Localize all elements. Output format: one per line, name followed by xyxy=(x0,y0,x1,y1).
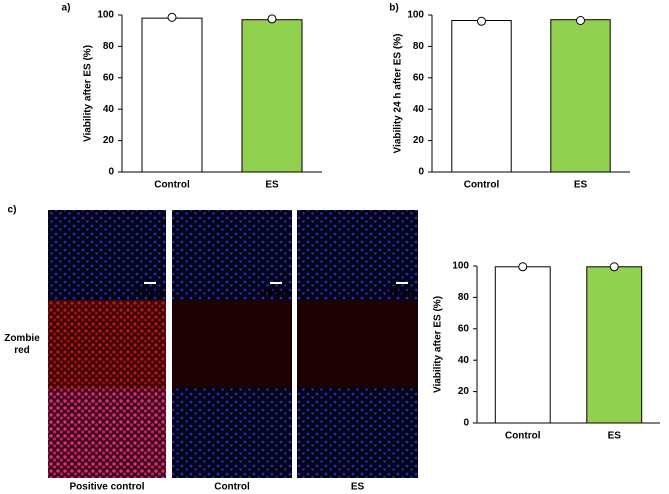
x-tick-label: Control xyxy=(464,180,500,191)
y-tick-label: 60 xyxy=(458,323,470,334)
y-tick-label: 0 xyxy=(418,167,424,178)
column-label: Positive control xyxy=(69,482,144,493)
y-tick-label: 80 xyxy=(413,41,425,52)
micrograph xyxy=(297,210,418,300)
panel-label: b) xyxy=(389,3,398,14)
micrograph xyxy=(48,300,166,388)
data-point xyxy=(609,262,619,272)
data-point xyxy=(477,16,486,26)
scale-bar-label: 10 µm xyxy=(262,288,291,299)
y-tick-label: 100 xyxy=(452,261,469,272)
micrograph xyxy=(172,210,292,300)
y-axis-label: Viability 24 h after ES (%) xyxy=(393,34,404,154)
data-point xyxy=(518,262,528,272)
column-label: ES xyxy=(351,482,365,493)
y-tick-label: 20 xyxy=(458,386,470,397)
row-label-line: Zombie xyxy=(4,333,40,344)
data-point xyxy=(267,14,277,24)
y-tick-label: 100 xyxy=(407,10,424,21)
bar xyxy=(550,19,611,173)
scale-bar-label: 10 µm xyxy=(388,288,417,299)
y-tick-label: 0 xyxy=(463,418,469,429)
x-tick-label: Control xyxy=(505,431,541,442)
x-tick-label: ES xyxy=(608,431,622,442)
panel-label: c) xyxy=(8,205,17,216)
row-label-line: red xyxy=(14,345,30,356)
micrograph xyxy=(172,388,292,478)
y-tick-label: 80 xyxy=(458,292,470,303)
y-tick-label: 40 xyxy=(458,355,470,366)
micrograph xyxy=(48,210,166,300)
y-axis-label: Viability after ES (%) xyxy=(83,45,94,142)
bar xyxy=(586,266,643,424)
y-tick-label: 40 xyxy=(413,104,425,115)
micrograph xyxy=(172,300,292,388)
x-tick-label: ES xyxy=(574,180,588,191)
bar xyxy=(494,266,551,424)
y-tick-label: 60 xyxy=(103,72,115,83)
micrograph xyxy=(297,300,418,388)
micrograph xyxy=(48,388,166,478)
y-tick-label: 40 xyxy=(103,104,115,115)
y-tick-label: 80 xyxy=(103,41,115,52)
row-label: Zombie red xyxy=(4,333,40,356)
y-axis-label: Viability after ES (%) xyxy=(433,296,444,393)
data-point xyxy=(167,12,177,22)
x-tick-label: Control xyxy=(154,180,190,191)
y-tick-label: 60 xyxy=(413,72,425,83)
bar xyxy=(141,17,203,173)
data-point xyxy=(576,15,585,25)
bar xyxy=(241,19,303,173)
y-tick-label: 0 xyxy=(108,167,114,178)
scale-bar-label: 10 µm xyxy=(136,288,165,299)
y-tick-label: 20 xyxy=(103,135,115,146)
x-tick-label: ES xyxy=(265,180,279,191)
micrograph xyxy=(297,388,418,478)
y-tick-label: 20 xyxy=(413,135,425,146)
bar xyxy=(451,19,512,173)
y-tick-label: 100 xyxy=(97,10,114,21)
column-label: Control xyxy=(214,482,250,493)
panel-label: a) xyxy=(62,3,71,14)
